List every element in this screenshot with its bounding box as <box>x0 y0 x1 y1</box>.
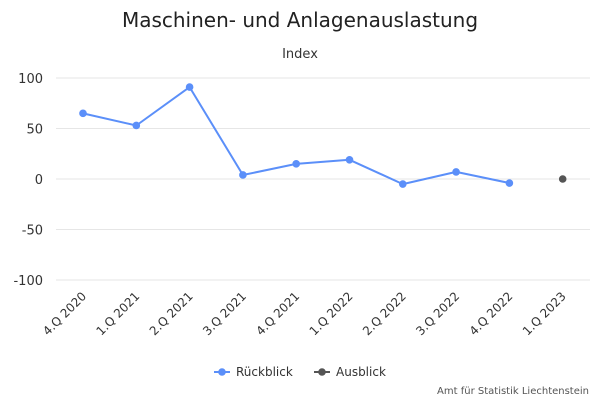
x-tick-label: 2.Q 2022 <box>360 289 409 338</box>
x-tick-label: 4.Q 2021 <box>253 289 302 338</box>
x-tick-label: 1.Q 2021 <box>93 289 142 338</box>
x-tick-label: 4.Q 2022 <box>467 289 516 338</box>
data-point[interactable] <box>239 171 247 179</box>
series-1 <box>79 83 514 188</box>
x-tick-label: 4.Q 2020 <box>40 289 89 338</box>
data-point[interactable] <box>505 179 514 187</box>
legend-marker <box>218 368 226 376</box>
series-layer <box>79 83 567 188</box>
x-tick-label: 3.Q 2022 <box>413 289 462 338</box>
y-tick-label: -100 <box>13 274 43 289</box>
legend-label: Ausblick <box>336 365 386 379</box>
legend-item[interactable]: Rückblick <box>214 365 293 379</box>
legend-label: Rückblick <box>236 365 293 379</box>
y-tick-label: -50 <box>22 224 43 239</box>
data-point[interactable] <box>558 175 567 183</box>
chart-title: Maschinen- und Anlagenauslastung <box>122 8 478 32</box>
x-tick-label: 2.Q 2021 <box>147 289 196 338</box>
chart-subtitle: Index <box>282 47 318 62</box>
x-tick-label: 3.Q 2021 <box>200 289 249 338</box>
x-axis: 4.Q 2020 1.Q 2021 2.Q 2021 3.Q 2021 4.Q 2021… <box>40 289 569 338</box>
data-point[interactable] <box>452 168 460 176</box>
series-2 <box>558 175 567 183</box>
chart-credit: Amt für Statistik Liechtenstein <box>437 386 589 397</box>
y-tick-label: 50 <box>26 123 43 138</box>
x-tick-label: 1.Q 2023 <box>520 289 569 338</box>
y-axis: 100 50 0 -50 -100 <box>13 72 43 289</box>
legend-marker <box>318 368 326 376</box>
grid <box>56 77 590 281</box>
data-point[interactable] <box>345 156 354 164</box>
data-point[interactable] <box>185 83 194 91</box>
data-point[interactable] <box>292 160 301 168</box>
data-point[interactable] <box>399 180 407 188</box>
series-line <box>82 86 511 186</box>
data-point[interactable] <box>79 109 87 118</box>
y-tick-label: 100 <box>18 72 43 87</box>
data-point[interactable] <box>132 121 141 130</box>
x-tick-label: 1.Q 2022 <box>307 289 356 338</box>
legend[interactable]: Rückblick Ausblick <box>214 365 386 379</box>
y-tick-label: 0 <box>35 173 43 188</box>
legend-item[interactable]: Ausblick <box>314 365 386 379</box>
